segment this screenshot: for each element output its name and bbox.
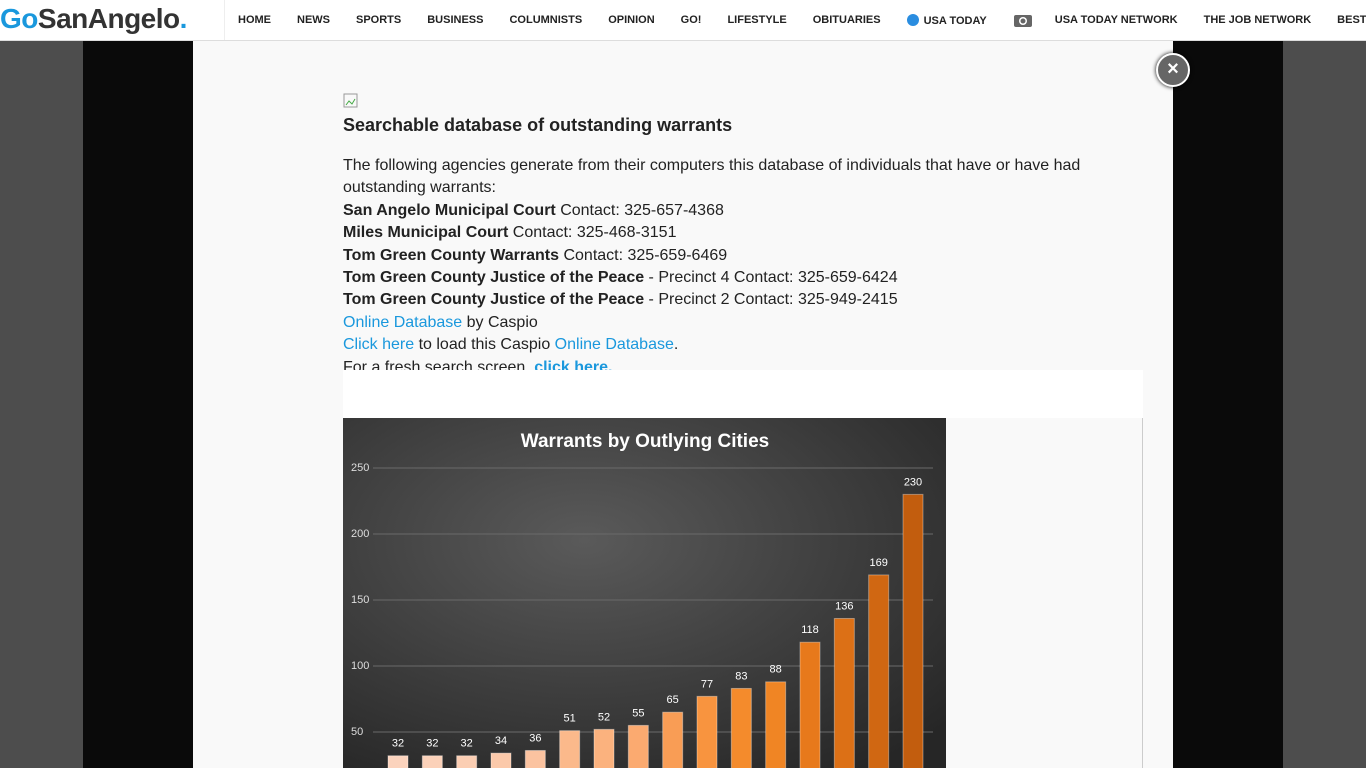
bar: [627, 724, 649, 768]
broken-image: [343, 93, 1103, 115]
text: by Caspio: [462, 313, 538, 331]
line: Online Database by Caspio: [343, 312, 1103, 334]
contact: Tom Green County Justice of the Peace - …: [343, 267, 1103, 289]
contact-name: Tom Green County Justice of the Peace: [343, 269, 645, 287]
value-label: 118: [801, 624, 819, 636]
value-label: 32: [426, 738, 438, 750]
contact-name: Tom Green County Justice of the Peace: [343, 291, 645, 309]
intro: The following agencies generate from the…: [343, 157, 1081, 197]
contact-name: Tom Green County Warrants: [343, 246, 560, 264]
value-label: 34: [495, 735, 507, 747]
contact: Tom Green County Warrants Contact: 325-6…: [343, 245, 1103, 267]
nav-item[interactable]: OPINION: [608, 14, 655, 26]
contact-text: - Precinct 4 Contact: 325-659-6424: [644, 269, 898, 287]
nav-item[interactable]: OBITUARIES: [812, 14, 881, 26]
contact-text: Contact: 325-659-6469: [559, 246, 728, 264]
close-button[interactable]: ×: [1156, 53, 1190, 87]
bar: [765, 681, 787, 768]
text: .: [673, 336, 679, 354]
bar: [559, 730, 581, 768]
value-label: 88: [770, 664, 782, 676]
nav-item[interactable]: GO!: [680, 14, 702, 26]
value-label: 36: [529, 732, 541, 744]
y-tick-label: 100: [351, 660, 369, 672]
contact-text: Contact: 325-468-3151: [508, 224, 677, 242]
nav: HOME NEWS SPORTS BUSINESS COLUMNISTS OPINION G…: [224, 0, 1366, 40]
contact: Miles Municipal Court Contact: 325-468-3…: [343, 222, 1103, 244]
contact-name: San Angelo Municipal Court: [343, 201, 556, 219]
nav-item[interactable]: THE JOB NETWORK: [1203, 14, 1312, 26]
bar: [662, 711, 684, 768]
nav-item[interactable]: LIFESTYLE: [727, 14, 787, 26]
link[interactable]: Online Database: [554, 336, 674, 354]
bar: [593, 728, 615, 768]
line: Click here to load this Caspio Online Da…: [343, 334, 1103, 356]
value-label: 65: [667, 694, 679, 706]
y-tick-label: 200: [351, 528, 369, 540]
logo-part: Go: [0, 3, 38, 34]
nav-item[interactable]: COLUMNISTS: [509, 14, 583, 26]
logo-part: SanAngelo: [37, 3, 180, 34]
value-label: 51: [564, 713, 576, 725]
nav-item[interactable]: BEST OF: [1337, 14, 1366, 26]
link[interactable]: Online Database: [343, 313, 463, 331]
value-label: 169: [869, 557, 887, 569]
y-tick-label: 50: [351, 726, 363, 738]
bar: [387, 755, 409, 768]
y-tick-label: 250: [351, 462, 369, 474]
y-tick-label: 150: [351, 594, 369, 606]
title: Searchable database of outstanding warra…: [343, 115, 733, 135]
bar: [833, 617, 855, 768]
value-label: 32: [461, 738, 473, 750]
image-icon: [343, 93, 358, 108]
value-label: 52: [598, 711, 610, 723]
bar: [524, 749, 546, 768]
bar: [868, 574, 890, 768]
text: to load this Caspio: [414, 336, 555, 354]
contact-text: Contact: 325-657-4368: [555, 201, 724, 219]
modal: Searchable database of outstanding warra…: [193, 41, 1173, 768]
divider: [1142, 418, 1143, 768]
icon: [906, 13, 919, 26]
header: GoSanAngelo. HOME NEWS SPORTS BUSINESS COLUM…: [0, 0, 1366, 41]
nav-item[interactable]: BUSINESS: [427, 14, 484, 26]
nav-item[interactable]: SPORTS: [356, 14, 402, 26]
camera-icon[interactable]: [1013, 12, 1033, 28]
nav-item[interactable]: HOME: [238, 14, 271, 26]
bar: [490, 752, 512, 768]
chart-title: Warrants by Outlying Cities: [521, 431, 769, 452]
bar: [799, 641, 821, 768]
value-label: 77: [701, 678, 713, 690]
value-label: 230: [904, 476, 922, 488]
nav-item[interactable]: USA TODAY: [906, 13, 987, 27]
bar: [696, 695, 718, 768]
chart: Warrants by Outlying Cities 50 100 150 200 2…: [343, 418, 946, 768]
article: Searchable database of outstanding warra…: [343, 93, 1103, 379]
contact: San Angelo Municipal Court Contact: 325-…: [343, 200, 1103, 222]
value-label: 32: [392, 738, 404, 750]
contacts: San Angelo Municipal Court Contact: 325-…: [343, 200, 1103, 312]
bar: [421, 755, 443, 768]
value-label: 55: [632, 707, 644, 719]
nav-item[interactable]: USA TODAY NETWORK: [1054, 14, 1178, 26]
logo-part: .: [179, 3, 188, 34]
bar: [902, 493, 924, 768]
nav-item[interactable]: NEWS: [297, 14, 330, 26]
logo[interactable]: GoSanAngelo.: [0, 3, 187, 35]
link[interactable]: Click here: [343, 336, 415, 354]
white-band: [343, 370, 1143, 418]
value-label: 136: [835, 600, 853, 612]
contact-name: Miles Municipal Court: [343, 224, 509, 242]
bar: [730, 687, 752, 768]
chart-bg: [343, 418, 946, 768]
contact: Tom Green County Justice of the Peace - …: [343, 289, 1103, 311]
bar: [456, 755, 478, 768]
value-label: 83: [735, 670, 747, 682]
contact-text: - Precinct 2 Contact: 325-949-2415: [644, 291, 898, 309]
